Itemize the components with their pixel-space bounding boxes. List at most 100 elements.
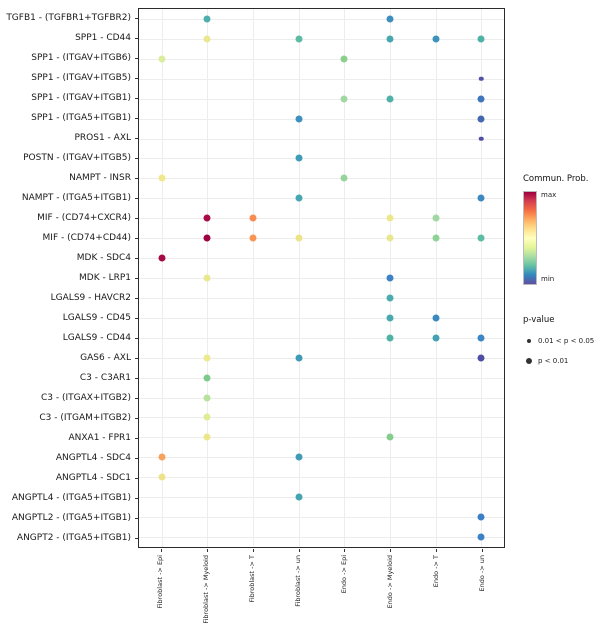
y-axis-tick: [135, 478, 138, 479]
y-axis-tick: [135, 58, 138, 59]
gridline-vertical: [344, 9, 346, 547]
y-axis-tick: [135, 218, 138, 219]
data-point: [386, 274, 394, 282]
x-axis-label: Fibroblast -> T: [248, 555, 257, 603]
gridline-horizontal: [139, 457, 504, 459]
y-axis-tick: [135, 378, 138, 379]
y-axis-label: ANGPTL4 - SDC4: [55, 453, 131, 463]
y-axis-tick: [135, 178, 138, 179]
y-axis-tick: [135, 518, 138, 519]
pvalue-small-label: 0.01 < p < 0.05: [538, 337, 595, 345]
y-axis-label: SPP1 - (ITGAV+ITGB5): [31, 73, 131, 83]
data-point: [386, 234, 394, 242]
data-point: [477, 354, 485, 362]
y-axis-label: LGALS9 - HAVCR2: [50, 293, 131, 303]
x-axis-tick: [390, 549, 392, 552]
y-axis-label: ANGPTL4 - (ITGA5+ITGB1): [11, 493, 131, 503]
data-point: [203, 274, 211, 282]
data-point: [295, 194, 303, 202]
y-axis-tick: [135, 398, 138, 399]
data-point: [386, 95, 394, 103]
pvalue-large-label: p < 0.01: [538, 357, 569, 365]
data-point: [477, 115, 485, 123]
data-point: [477, 95, 485, 103]
x-axis-label: Endo -> un: [477, 555, 486, 592]
y-axis-tick: [135, 278, 138, 279]
data-point: [478, 136, 484, 141]
data-point: [203, 433, 211, 441]
y-axis-tick: [135, 158, 138, 159]
y-axis-tick: [135, 238, 138, 239]
x-axis-label: Endo -> Myeloid: [385, 555, 394, 609]
y-axis-tick: [135, 138, 138, 139]
y-axis-tick: [135, 78, 138, 79]
gridline-horizontal: [139, 198, 504, 200]
data-point: [295, 35, 303, 43]
y-axis-label: MIF - (CD74+CXCR4): [37, 213, 131, 223]
y-axis-tick: [135, 38, 138, 39]
data-point: [478, 76, 484, 81]
legend: Commun. Prob. max min p-value 0.01 < p <…: [523, 174, 600, 365]
data-point: [295, 493, 303, 501]
data-point: [386, 334, 394, 342]
gridline-horizontal: [139, 258, 504, 260]
y-axis-tick: [135, 318, 138, 319]
y-axis-label: ANGPTL2 - (ITGA5+ITGB1): [11, 513, 131, 523]
gridline-vertical: [481, 9, 483, 547]
data-point: [432, 35, 440, 43]
x-axis-tick: [344, 549, 346, 552]
gridline-horizontal: [139, 357, 504, 359]
data-point: [203, 15, 211, 23]
x-axis-tick: [436, 549, 438, 552]
data-point: [386, 433, 394, 441]
data-point: [340, 55, 348, 63]
pvalue-legend-item-large: p < 0.01: [523, 357, 600, 365]
data-point: [340, 95, 348, 103]
gridline-horizontal: [139, 238, 504, 240]
colorbar-max-label: max: [541, 191, 557, 199]
gridline-horizontal: [139, 377, 504, 379]
y-axis-label: ANGPTL4 - SDC1: [55, 473, 131, 483]
gridline-horizontal: [139, 58, 504, 60]
y-axis-label: SPP1 - (ITGA5+ITGB1): [31, 113, 131, 123]
pvalue-large-dot-icon: [526, 358, 532, 364]
data-point: [295, 453, 303, 461]
data-point: [203, 214, 211, 222]
gridline-horizontal: [139, 78, 504, 80]
gridline-horizontal: [139, 118, 504, 120]
y-axis-label: TGFB1 - (TGFBR1+TGFBR2): [6, 13, 131, 23]
data-point: [340, 174, 348, 182]
colorbar: [523, 191, 537, 285]
gridline-horizontal: [139, 178, 504, 180]
gridline-horizontal: [139, 98, 504, 100]
y-axis-label: PROS1 - AXL: [74, 133, 131, 143]
data-point: [386, 35, 394, 43]
y-axis-label: POSTN - (ITGAV+ITGB5): [23, 153, 131, 163]
y-axis-label: MIF - (CD74+CD44): [42, 233, 131, 243]
y-axis-tick: [135, 298, 138, 299]
data-point: [203, 374, 211, 382]
gridline-horizontal: [139, 138, 504, 140]
data-point: [249, 214, 257, 222]
data-point: [432, 214, 440, 222]
y-axis-tick: [135, 198, 138, 199]
pvalue-small-dot-icon: [527, 339, 531, 343]
gridline-horizontal: [139, 278, 504, 279]
y-axis-label: NAMPT - INSR: [69, 173, 131, 183]
gridline-horizontal: [139, 477, 504, 479]
data-point: [386, 294, 394, 302]
y-axis-label: SPP1 - (ITGAV+ITGB6): [31, 53, 131, 63]
data-point: [158, 174, 166, 182]
data-point: [295, 354, 303, 362]
y-axis-label: NAMPT - (ITGA5+ITGB1): [21, 193, 131, 203]
plot-panel: [138, 8, 505, 548]
y-axis-tick: [135, 458, 138, 459]
y-axis-tick: [135, 118, 138, 119]
gridline-horizontal: [139, 297, 504, 299]
y-axis-label: GAS6 - AXL: [80, 353, 131, 363]
y-axis-label: ANXA1 - FPR1: [68, 433, 132, 443]
data-point: [477, 513, 485, 521]
data-point: [203, 35, 211, 43]
y-axis-tick: [135, 538, 138, 539]
data-point: [203, 234, 211, 242]
